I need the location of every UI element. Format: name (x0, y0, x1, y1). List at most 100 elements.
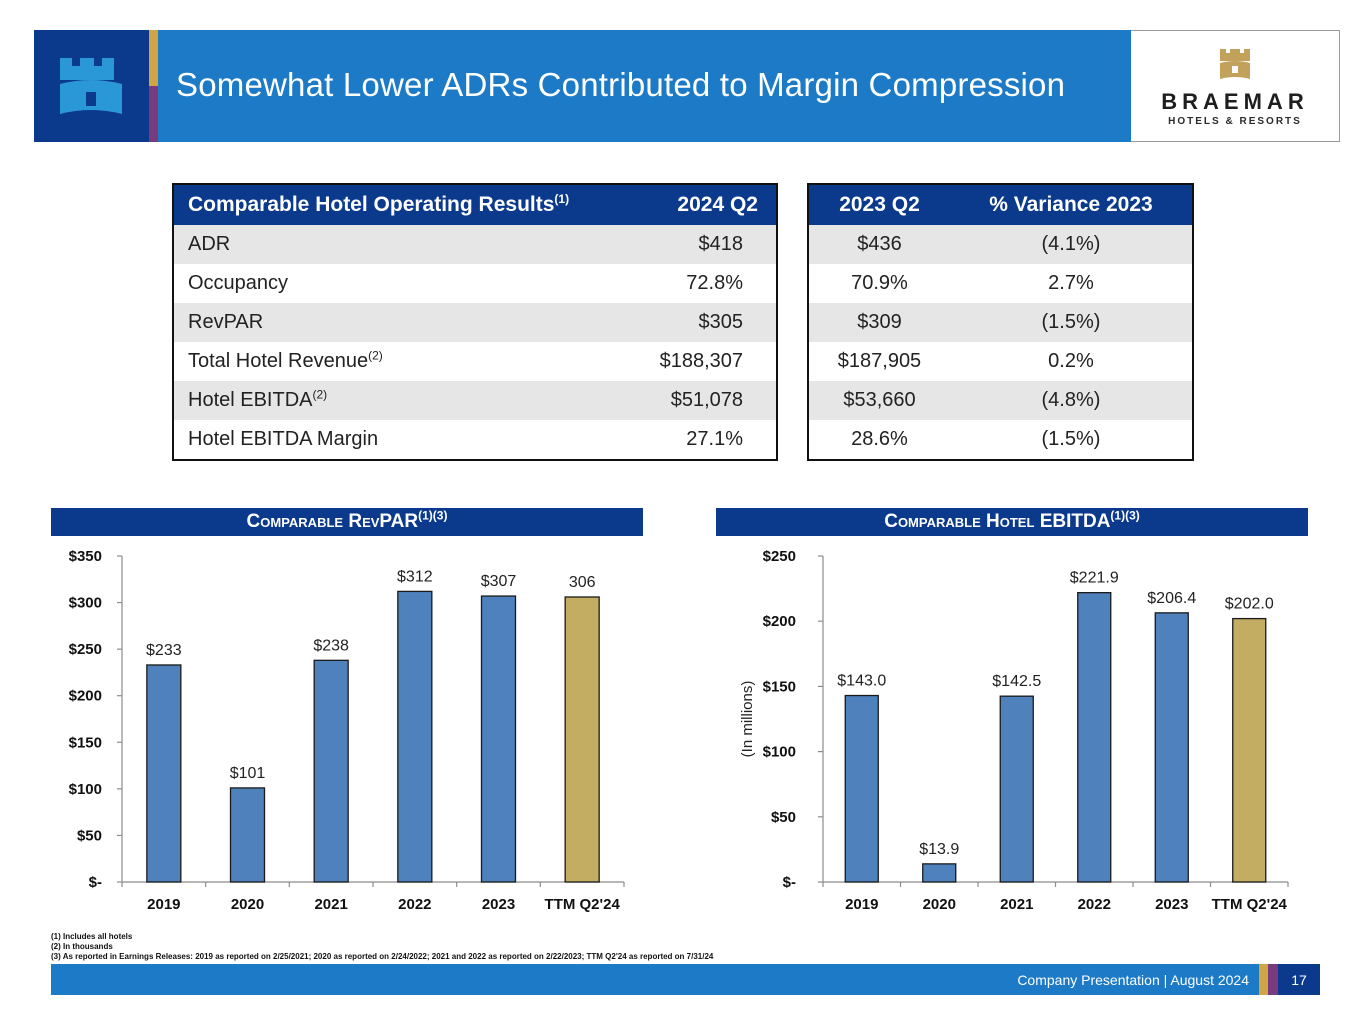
bar (1232, 617, 1267, 883)
data-label: $202.0 (1225, 596, 1274, 613)
metric-label: RevPAR (173, 303, 631, 342)
2024-q2-column-header: 2024 Q2 (630, 184, 777, 225)
y-tick-label: $350 (69, 548, 102, 565)
revpar-bar-chart: $- $50 $100 $150 $200 $250 $300 $350 $233 2019 $10… (69, 548, 625, 913)
data-label: $307 (481, 573, 517, 590)
data-label: $13.9 (919, 841, 959, 858)
slide-footer: Company Presentation | August 2024 17 (51, 964, 1320, 995)
y-tick-label: $100 (763, 744, 796, 761)
table-header-row: Comparable Hotel Operating Results(1) 20… (173, 184, 777, 225)
bar (1077, 591, 1112, 883)
y-tick-label: $150 (69, 734, 102, 751)
prior-value: 70.9% (851, 272, 908, 294)
charts-canvas: $- $50 $100 $150 $200 $250 $300 $350 $233 2019 $10… (69, 548, 1289, 913)
table-row: $436 (4.1%) (808, 225, 1193, 264)
metric-label: Hotel EBITDA(2) (173, 381, 631, 420)
bar (313, 659, 349, 883)
data-label: 306 (569, 574, 596, 591)
x-tick-label: 2020 (231, 896, 264, 913)
prior-value: $436 (808, 225, 950, 264)
table-row: Hotel EBITDA Margin 27.1% (173, 420, 777, 460)
metric-value: 27.1% (686, 428, 743, 450)
variance-value: 0.2% (1048, 350, 1094, 372)
2023-q2-column-header: 2023 Q2 (808, 184, 950, 225)
bar (1154, 612, 1189, 883)
metric-label: Occupancy (188, 272, 289, 294)
table-row: 28.6% (1.5%) (808, 420, 1193, 460)
title-bar: Somewhat Lower ADRs Contributed to Margi… (158, 30, 1131, 142)
y-axis-title: (In millions) (739, 681, 756, 758)
x-tick-label: 2019 (147, 896, 180, 913)
y-tick-label: $250 (69, 641, 102, 658)
footer-purple-stripe (1268, 964, 1278, 995)
metric-value: $418 (630, 225, 777, 264)
metric-value: $51,078 (630, 381, 777, 420)
footnote: (3) As reported in Earnings Releases: 20… (51, 952, 714, 961)
slide-header: Somewhat Lower ADRs Contributed to Margi… (34, 30, 1341, 142)
x-tick-label: TTM Q2'24 (545, 896, 621, 913)
footer-text: Company Presentation | August 2024 (1017, 972, 1249, 988)
bar (564, 596, 600, 883)
table-row: Hotel EBITDA(2) $51,078 (173, 381, 777, 420)
x-tick-label: 2021 (314, 896, 347, 913)
table-header-row: 2023 Q2 % Variance 2023 (808, 184, 1193, 225)
footnote: (1) Includes all hotels (51, 932, 133, 941)
data-label: $101 (230, 765, 266, 782)
y-tick-label: $100 (69, 781, 102, 798)
bar (999, 695, 1034, 883)
table-row: ADR $418 (173, 225, 777, 264)
table-row: $187,905 0.2% (808, 342, 1193, 381)
data-label: $143.0 (837, 673, 886, 690)
x-tick-label: 2023 (482, 896, 515, 913)
gold-accent-stripe (149, 30, 158, 86)
table-row: $53,660 (4.8%) (808, 381, 1193, 420)
table-row: RevPAR $305 (173, 303, 777, 342)
y-tick-label: $- (783, 874, 796, 891)
operating-results-table: Comparable Hotel Operating Results(1) 20… (172, 183, 778, 461)
x-tick-label: 2022 (1078, 896, 1111, 913)
variance-column-header: % Variance 2023 (949, 184, 1193, 225)
variance-value: (1.5%) (1041, 428, 1101, 450)
footer-gold-stripe (1259, 964, 1268, 995)
prior-value: $53,660 (808, 381, 950, 420)
x-tick-label: 2022 (398, 896, 431, 913)
y-tick-label: $50 (771, 809, 796, 826)
variance-value: (4.8%) (949, 381, 1193, 420)
purple-accent-stripe (149, 86, 158, 142)
bar (844, 694, 879, 883)
data-label: $142.5 (992, 673, 1041, 690)
braemar-logo: BRAEMAR HOTELS & RESORTS (1131, 30, 1340, 142)
bar (922, 863, 957, 883)
metric-label: ADR (173, 225, 631, 264)
metric-column-header: Comparable Hotel Operating Results(1) (173, 184, 631, 225)
y-tick-label: $200 (69, 688, 102, 705)
revpar-chart-title: Comparable RevPAR(1)(3) (51, 508, 643, 536)
variance-value: (1.5%) (949, 303, 1193, 342)
y-tick-label: $50 (77, 827, 102, 844)
metric-label: Hotel EBITDA Margin (188, 428, 379, 450)
table-row: $309 (1.5%) (808, 303, 1193, 342)
table-row: Occupancy 72.8% (173, 264, 777, 303)
page-number: 17 (1291, 972, 1307, 988)
bar (146, 664, 182, 883)
prior-value: 28.6% (851, 428, 908, 450)
footnotes: (1) Includes all hotels (2) In thousands… (51, 932, 713, 962)
bar (229, 787, 266, 883)
prior-value: $187,905 (837, 350, 922, 372)
metric-value: $305 (630, 303, 777, 342)
y-tick-label: $- (89, 874, 102, 891)
ebitda-chart-title: Comparable Hotel EBITDA(1)(3) (716, 508, 1308, 536)
comparison-table: 2023 Q2 % Variance 2023 $436 (4.1%) 70.9… (807, 183, 1194, 461)
castle-logo-box (34, 30, 149, 142)
braemar-castle-icon (1220, 49, 1250, 79)
variance-value: (4.1%) (949, 225, 1193, 264)
footer-bar: Company Presentation | August 2024 (51, 964, 1259, 995)
x-tick-label: TTM Q2'24 (1212, 896, 1288, 913)
data-label: $206.4 (1147, 590, 1196, 607)
data-label: $238 (313, 637, 349, 654)
footnote: (2) In thousands (51, 942, 113, 951)
table-row: 70.9% 2.7% (808, 264, 1193, 303)
brand-name: BRAEMAR (1161, 89, 1309, 114)
metric-value: $188,307 (659, 350, 743, 372)
ebitda-bar-chart: $- $50 $100 $150 $200 $250 $143.0 2019 $13.9 2020… (739, 548, 1289, 913)
